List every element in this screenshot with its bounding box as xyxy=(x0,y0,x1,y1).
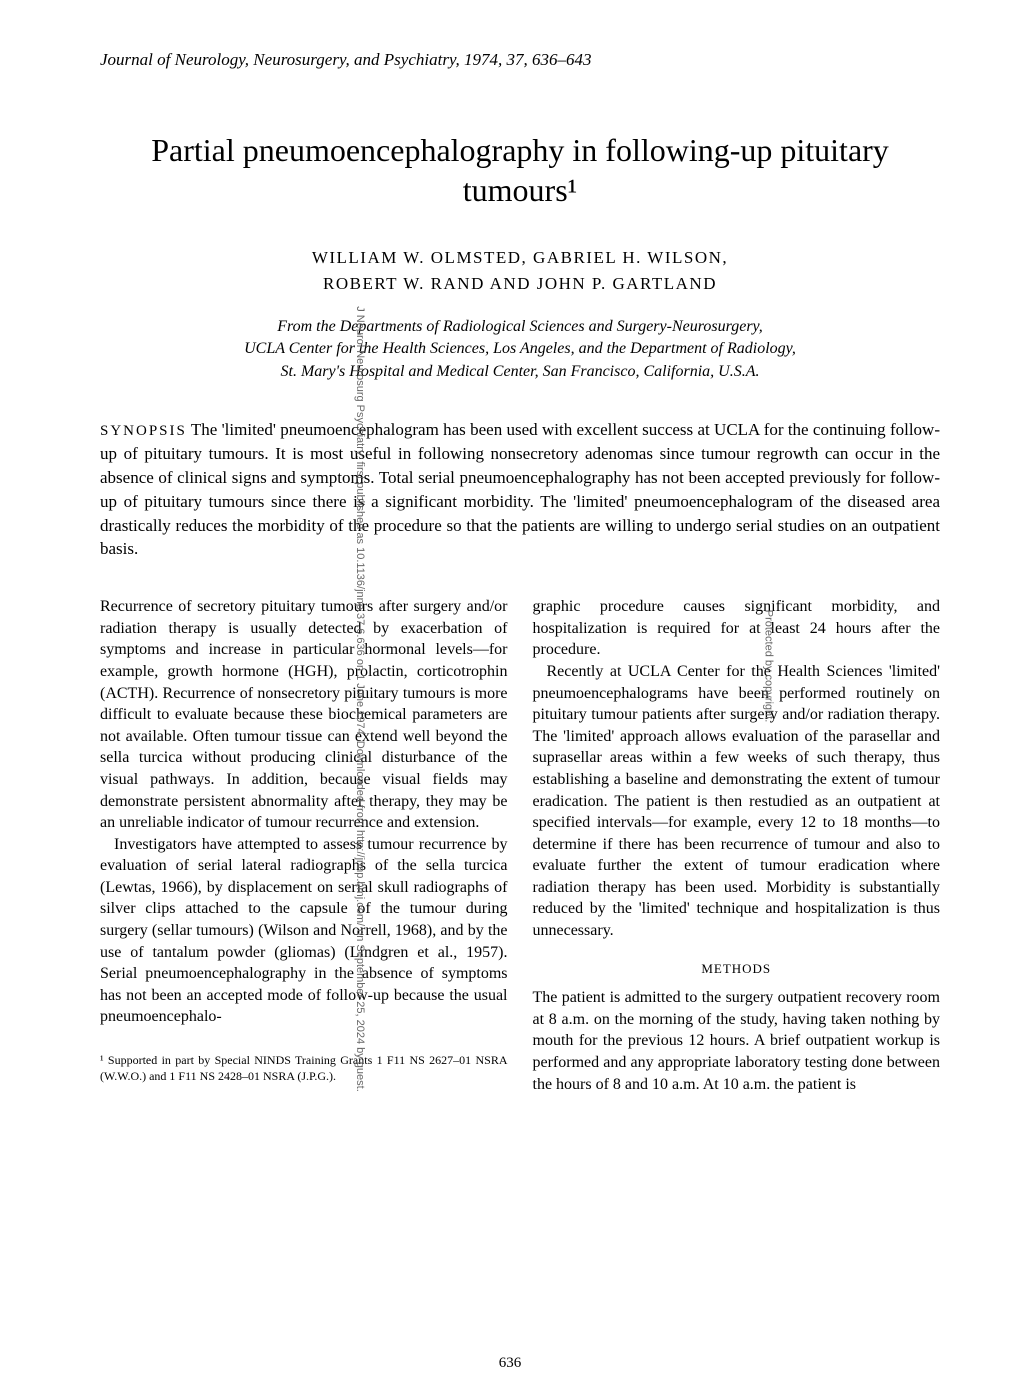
affiliation-block: From the Departments of Radiological Sci… xyxy=(100,316,940,383)
methods-paragraph: The patient is admitted to the surgery o… xyxy=(533,987,941,1095)
body-paragraph: Recurrence of secretory pituitary tumour… xyxy=(100,596,508,834)
article-title: Partial pneumoencephalography in followi… xyxy=(100,130,940,210)
left-column: Recurrence of secretory pituitary tumour… xyxy=(100,596,508,1095)
watermark-citation: J Neurol Neurosurg Psychiatry: first pub… xyxy=(354,49,366,1349)
affiliation-line-1: From the Departments of Radiological Sci… xyxy=(100,316,940,338)
authors-line-2: ROBERT W. RAND AND JOHN P. GARTLAND xyxy=(100,271,940,297)
synopsis-paragraph: SYNOPSIS The 'limited' pneumoencephalogr… xyxy=(100,418,940,561)
synopsis-text: The 'limited' pneumoencephalogram has be… xyxy=(100,420,940,558)
synopsis-label: SYNOPSIS xyxy=(100,423,187,439)
authors-line-1: WILLIAM W. OLMSTED, GABRIEL H. WILSON, xyxy=(100,245,940,271)
body-paragraph: Recently at UCLA Center for the Health S… xyxy=(533,661,941,942)
body-paragraph: Investigators have attempted to assess t… xyxy=(100,834,508,1028)
affiliation-line-2: UCLA Center for the Health Sciences, Los… xyxy=(100,338,940,360)
authors-block: WILLIAM W. OLMSTED, GABRIEL H. WILSON, R… xyxy=(100,245,940,296)
page-number: 636 xyxy=(499,1355,522,1372)
affiliation-line-3: St. Mary's Hospital and Medical Center, … xyxy=(100,361,940,383)
journal-header: Journal of Neurology, Neurosurgery, and … xyxy=(100,50,940,70)
methods-heading: METHODS xyxy=(533,960,941,978)
footnote: ¹ Supported in part by Special NINDS Tra… xyxy=(100,1053,508,1084)
body-columns: Recurrence of secretory pituitary tumour… xyxy=(100,596,940,1095)
body-paragraph: graphic procedure causes significant mor… xyxy=(533,596,941,661)
right-column: graphic procedure causes significant mor… xyxy=(533,596,941,1095)
watermark-copyright: Protected by copyright. xyxy=(763,610,775,723)
